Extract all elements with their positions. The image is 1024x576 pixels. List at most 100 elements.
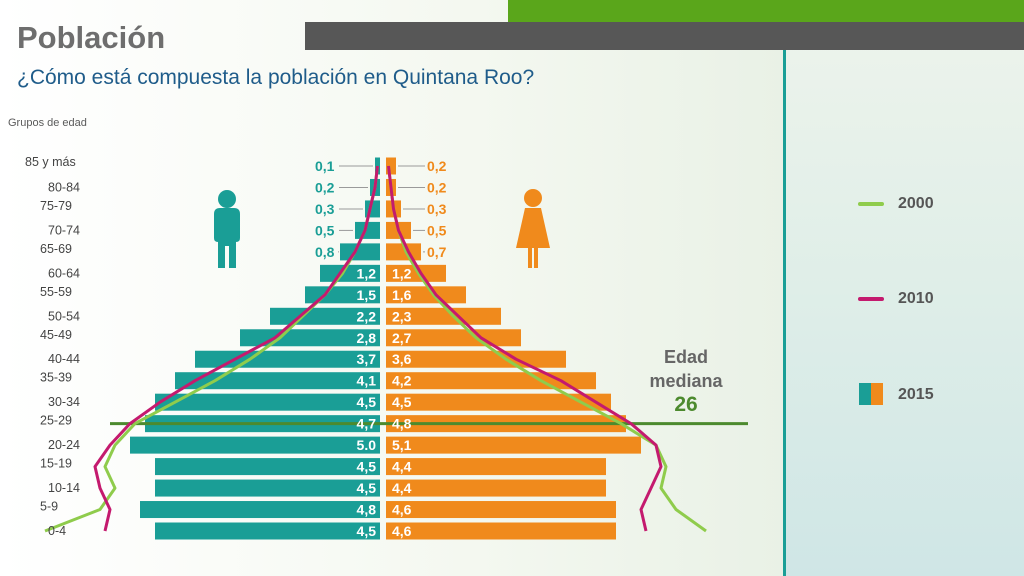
bar-female-35-39 [386,372,596,390]
label-male-55-59: 1,5 [357,287,377,303]
line-2010-female [387,165,663,532]
background-right [785,0,1024,576]
bar-female-85 y más [386,157,396,175]
y-axis-label: Grupos de edad [8,117,87,129]
label-female-0-4: 4,6 [392,523,412,539]
label-male-75-79: 0,3 [315,201,335,217]
bar-male-70-74 [355,221,380,239]
age-label-65-69: 65-69 [40,242,72,256]
divider-line [783,50,786,576]
label-male-5-9: 4,8 [357,502,377,518]
page-title: Población [17,20,166,55]
age-label-0-4: 0-4 [48,524,66,538]
age-label-40-44: 40-44 [48,352,80,366]
bar-male-35-39 [175,372,380,390]
population-pyramid-chart: 4,5 4,6 0-4 4,8 4,6 5-9 4,5 4,4 10-14 4,5 4,4 15-19… [25,155,748,540]
median-label-line1: Edad [663,347,708,367]
page-subtitle: ¿Cómo está compuesta la población en Qui… [17,66,535,89]
label-female-65-69: 0,7 [427,244,447,260]
bar-female-60-64 [386,264,446,282]
age-label-25-29: 25-29 [40,414,72,428]
label-male-80-84: 0,2 [315,179,335,195]
label-female-5-9: 4,6 [392,502,412,518]
bar-female-15-19 [386,458,606,476]
label-female-20-24: 5,1 [392,437,412,453]
bar-female-40-44 [386,350,566,368]
label-male-45-49: 2,8 [357,330,377,346]
label-female-25-29: 4,8 [392,416,412,432]
label-male-50-54: 2,2 [357,308,377,324]
label-female-80-84: 0,2 [427,179,447,195]
bar-male-20-24 [130,436,380,454]
label-male-60-64: 1,2 [357,265,377,281]
legend-2000-swatch [858,202,884,206]
male-icon [214,190,240,268]
label-male-70-74: 0,5 [315,222,335,238]
label-male-15-19: 4,5 [357,459,377,475]
age-label-55-59: 55-59 [40,285,72,299]
age-label-75-79: 75-79 [40,199,72,213]
bar-female-50-54 [386,307,501,325]
age-label-50-54: 50-54 [48,309,80,323]
age-label-5-9: 5-9 [40,500,58,514]
label-female-45-49: 2,7 [392,330,412,346]
label-female-50-54: 2,3 [392,308,412,324]
bar-male-0-4 [155,522,380,540]
header-accent-green [508,0,1024,22]
age-label-85 y más: 85 y más [25,155,76,169]
label-female-75-79: 0,3 [427,201,447,217]
bar-male-65-69 [340,243,380,261]
female-icon [516,189,550,268]
age-label-60-64: 60-64 [48,266,80,280]
median-age-box: Edad mediana 26 [628,345,744,417]
bar-male-5-9 [140,501,380,519]
label-male-20-24: 5.0 [357,437,377,453]
value-labels: 4,5 4,6 0-4 4,8 4,6 5-9 4,5 4,4 10-14 4,5 4,4 15-19… [25,155,447,539]
age-label-30-34: 30-34 [48,395,80,409]
label-male-85 y más: 0,1 [315,158,335,174]
label-female-55-59: 1,6 [392,287,412,303]
label-male-30-34: 4,5 [357,394,377,410]
label-female-85 y más: 0,2 [427,158,447,174]
label-female-10-14: 4,4 [392,480,412,496]
label-male-65-69: 0,8 [315,244,335,260]
age-label-70-74: 70-74 [48,223,80,237]
label-male-0-4: 4,5 [357,523,377,539]
label-male-25-29: 4,7 [357,416,377,432]
bar-male-55-59 [305,286,380,304]
legend-2015-label: 2015 [898,386,934,403]
label-male-40-44: 3,7 [357,351,377,367]
age-label-20-24: 20-24 [48,438,80,452]
label-male-10-14: 4,5 [357,480,377,496]
label-female-60-64: 1,2 [392,265,412,281]
legend-2000-label: 2000 [898,195,934,212]
label-female-35-39: 4,2 [392,373,412,389]
age-label-35-39: 35-39 [40,371,72,385]
age-label-15-19: 15-19 [40,457,72,471]
bars-2015 [130,157,641,540]
bar-female-30-34 [386,393,611,411]
legend-2010-label: 2010 [898,290,934,307]
bar-male-30-34 [155,393,380,411]
bar-male-10-14 [155,479,380,497]
legend-2015-swatch [859,383,883,405]
bar-female-20-24 [386,436,641,454]
label-female-30-34: 4,5 [392,394,412,410]
age-label-10-14: 10-14 [48,481,80,495]
label-male-35-39: 4,1 [357,373,377,389]
age-label-45-49: 45-49 [40,328,72,342]
legend-2010-swatch [858,297,884,301]
bar-female-10-14 [386,479,606,497]
age-label-80-84: 80-84 [48,180,80,194]
line-2000-male [44,165,379,533]
bar-female-5-9 [386,501,616,519]
bar-male-60-64 [320,264,380,282]
line-2010-male [93,165,379,532]
label-female-40-44: 3,6 [392,351,412,367]
median-age-value: 26 [674,393,698,416]
median-label-line2: mediana [649,371,723,391]
bar-female-55-59 [386,286,466,304]
label-female-70-74: 0,5 [427,222,447,238]
bar-male-15-19 [155,458,380,476]
bar-female-0-4 [386,522,616,540]
